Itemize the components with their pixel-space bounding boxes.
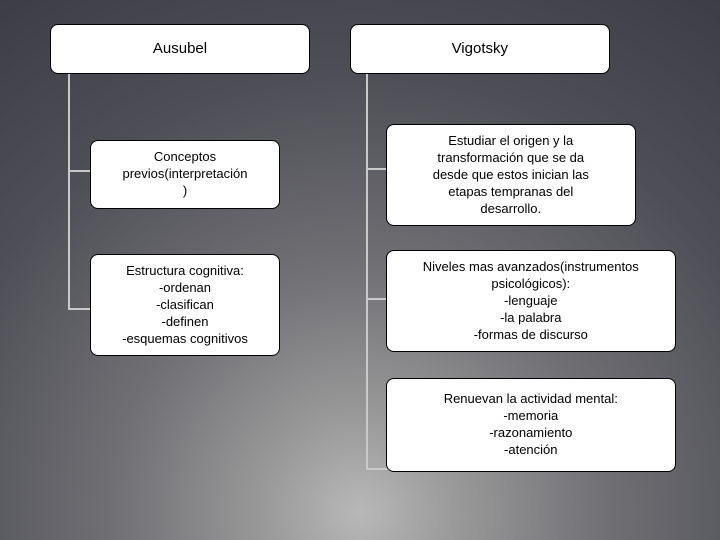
node-vigotsky-3: Renuevan la actividad mental: -memoria -… (386, 378, 676, 472)
node-line: Renuevan la actividad mental: (401, 391, 661, 408)
connector-stem (366, 70, 368, 470)
node-line: -la palabra (401, 310, 661, 327)
node-head-ausubel: Ausubel (50, 24, 310, 74)
node-line: Estudiar el origen y la (401, 133, 621, 150)
node-vigotsky-1: Estudiar el origen y la transformación q… (386, 124, 636, 226)
connector-elbow (366, 468, 388, 470)
node-line: -memoria (401, 408, 661, 425)
node-text: Vigotsky (361, 39, 599, 59)
connector-elbow (366, 168, 388, 170)
node-text: Ausubel (61, 39, 299, 59)
node-line: transformación que se da (401, 150, 621, 167)
connector-elbow (68, 170, 92, 172)
node-line: ) (105, 183, 265, 200)
node-line: -ordenan (105, 280, 265, 297)
node-line: Estructura cognitiva: (105, 263, 265, 280)
node-line: -clasifican (105, 297, 265, 314)
node-line: -razonamiento (401, 425, 661, 442)
node-line: -lenguaje (401, 293, 661, 310)
node-line: desde que estos inician las (401, 167, 621, 184)
node-line: -formas de discurso (401, 327, 661, 344)
node-head-vigotsky: Vigotsky (350, 24, 610, 74)
node-vigotsky-2: Niveles mas avanzados(instrumentos psico… (386, 250, 676, 352)
column-vigotsky: Vigotsky Estudiar el origen y la transfo… (350, 18, 692, 528)
connector-stem (68, 70, 70, 310)
node-line: previos(interpretación (105, 166, 265, 183)
connector-elbow (366, 298, 388, 300)
node-line: desarrollo. (401, 201, 621, 218)
column-ausubel: Ausubel Conceptos previos(interpretación… (40, 18, 314, 528)
connector-elbow (68, 308, 92, 310)
node-line: -definen (105, 314, 265, 331)
node-ausubel-1: Conceptos previos(interpretación ) (90, 140, 280, 209)
node-line: -atención (401, 442, 661, 459)
diagram-slide: Ausubel Conceptos previos(interpretación… (0, 0, 720, 540)
node-line: Niveles mas avanzados(instrumentos (401, 259, 661, 276)
node-line: psicológicos): (401, 276, 661, 293)
node-line: Conceptos (105, 149, 265, 166)
node-line: etapas tempranas del (401, 184, 621, 201)
node-ausubel-2: Estructura cognitiva: -ordenan -clasific… (90, 254, 280, 356)
node-line: -esquemas cognitivos (105, 331, 265, 348)
